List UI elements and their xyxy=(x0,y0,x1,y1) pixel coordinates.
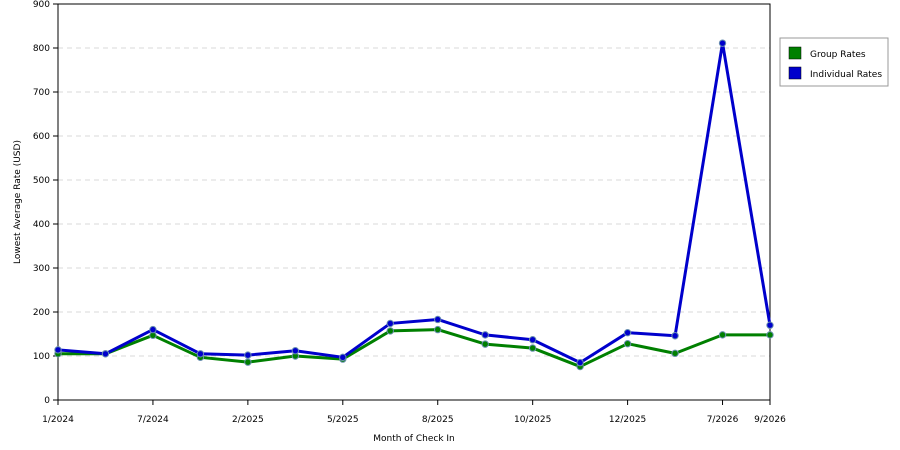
data-point-individual-rates xyxy=(434,315,442,324)
y-tick-label: 300 xyxy=(33,264,50,274)
y-tick-label: 600 xyxy=(33,132,50,142)
data-point-group-rates xyxy=(528,344,537,352)
data-point-individual-rates xyxy=(718,39,727,47)
y-tick-label: 700 xyxy=(33,88,50,98)
data-point-individual-rates xyxy=(54,346,62,354)
series-line-individual-rates xyxy=(57,41,772,365)
x-axis-title: Month of Check In xyxy=(373,434,455,444)
series-individual-rates xyxy=(54,39,774,367)
x-tick-label: 12/2025 xyxy=(609,415,646,425)
data-point-group-rates xyxy=(434,325,442,334)
x-tick-label: 10/2025 xyxy=(514,415,551,425)
x-tick-label: 8/2025 xyxy=(422,415,454,425)
x-tick-label: 7/2026 xyxy=(707,415,739,425)
data-point-group-rates xyxy=(386,327,394,335)
x-tick-label: 9/2026 xyxy=(754,415,786,425)
data-point-individual-rates xyxy=(481,331,489,339)
data-point-individual-rates xyxy=(149,325,157,334)
data-point-individual-rates xyxy=(576,358,584,367)
data-point-group-rates xyxy=(481,340,489,348)
x-tick-label: 5/2025 xyxy=(327,415,359,425)
legend-label-group-rates: Group Rates xyxy=(810,50,866,60)
y-axis-title: Lowest Average Rate (USD) xyxy=(13,140,23,264)
data-point-individual-rates xyxy=(766,321,774,329)
series-group xyxy=(54,39,774,371)
data-point-group-rates xyxy=(671,349,679,358)
data-point-individual-rates xyxy=(101,350,110,358)
legend: Group Rates Individual Rates xyxy=(779,37,889,87)
data-point-individual-rates xyxy=(528,336,537,344)
legend-swatch-individual-rates xyxy=(788,66,802,80)
data-point-group-rates xyxy=(718,331,727,339)
y-tick-label: 800 xyxy=(33,44,50,54)
data-point-group-rates xyxy=(766,331,774,339)
legend-swatch-group-rates xyxy=(788,46,802,60)
data-point-individual-rates xyxy=(386,319,394,328)
y-axis: 0 100 200 300 400 500 600 700 800 900 xyxy=(33,0,58,406)
y-tick-label: 400 xyxy=(33,220,50,230)
grid-lines xyxy=(58,47,770,357)
data-point-individual-rates xyxy=(291,347,300,355)
data-point-individual-rates xyxy=(623,328,632,337)
data-point-individual-rates xyxy=(671,332,679,340)
y-tick-label: 100 xyxy=(33,352,50,362)
y-tick-label: 0 xyxy=(44,396,50,406)
series-line-group-rates xyxy=(58,328,770,369)
x-tick-label: 1/2024 xyxy=(42,415,74,425)
x-tick-label: 2/2025 xyxy=(232,415,264,425)
data-point-group-rates xyxy=(623,339,632,348)
legend-label-individual-rates: Individual Rates xyxy=(810,70,882,80)
plot-area-frame xyxy=(57,3,771,401)
y-tick-label: 200 xyxy=(33,308,50,318)
x-axis: 1/2024 7/2024 2/2025 5/2025 8/2025 10/2025 12/… xyxy=(42,400,786,425)
data-point-individual-rates xyxy=(244,351,252,359)
y-tick-label: 500 xyxy=(33,176,50,186)
x-tick-label: 7/2024 xyxy=(137,415,169,425)
y-tick-label: 900 xyxy=(33,0,50,10)
data-point-individual-rates xyxy=(339,353,347,362)
data-point-individual-rates xyxy=(196,350,205,358)
data-point-group-rates xyxy=(244,358,252,366)
